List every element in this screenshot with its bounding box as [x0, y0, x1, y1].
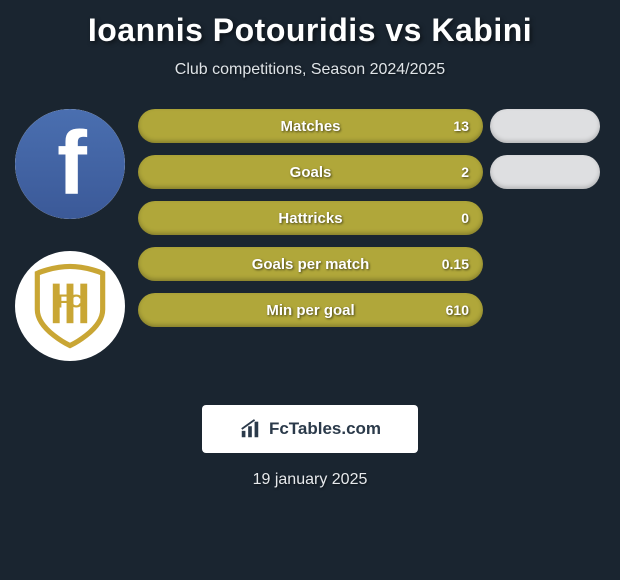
shield-icon: FC — [27, 263, 113, 349]
facebook-avatar — [15, 109, 125, 219]
stat-label: Goals per match — [252, 256, 370, 273]
page-title: Ioannis Potouridis vs Kabini — [0, 0, 620, 49]
right-pill-column — [490, 109, 600, 189]
comparison-pill — [490, 155, 600, 189]
club-badge: FC — [15, 251, 125, 361]
stat-value: 0 — [461, 210, 469, 226]
stat-label: Min per goal — [266, 302, 354, 319]
stat-value: 0.15 — [442, 256, 469, 272]
stat-bars: Matches 13 Goals 2 Hattricks 0 Goals per match… — [138, 109, 483, 327]
left-avatar-column: FC — [10, 109, 130, 361]
site-name: FcTables.com — [269, 419, 381, 439]
stat-bar: Goals per match 0.15 — [138, 247, 483, 281]
stat-label: Hattricks — [278, 210, 342, 227]
site-badge: FcTables.com — [202, 405, 418, 453]
stat-bar: Matches 13 — [138, 109, 483, 143]
stat-bar: Hattricks 0 — [138, 201, 483, 235]
content-area: FC Matches 13 Goals 2 Hattricks 0 Goals per ma… — [0, 109, 620, 369]
stat-value: 13 — [453, 118, 469, 134]
stat-value: 610 — [446, 302, 469, 318]
stat-bar: Goals 2 — [138, 155, 483, 189]
chart-icon — [239, 418, 261, 440]
comparison-pill — [490, 109, 600, 143]
subtitle: Club competitions, Season 2024/2025 — [0, 61, 620, 79]
stat-label: Goals — [290, 164, 332, 181]
facebook-icon — [15, 109, 125, 219]
stat-value: 2 — [461, 164, 469, 180]
svg-text:FC: FC — [57, 292, 83, 313]
stat-label: Matches — [280, 118, 340, 135]
footer-date: 19 january 2025 — [0, 471, 620, 489]
stat-bar: Min per goal 610 — [138, 293, 483, 327]
